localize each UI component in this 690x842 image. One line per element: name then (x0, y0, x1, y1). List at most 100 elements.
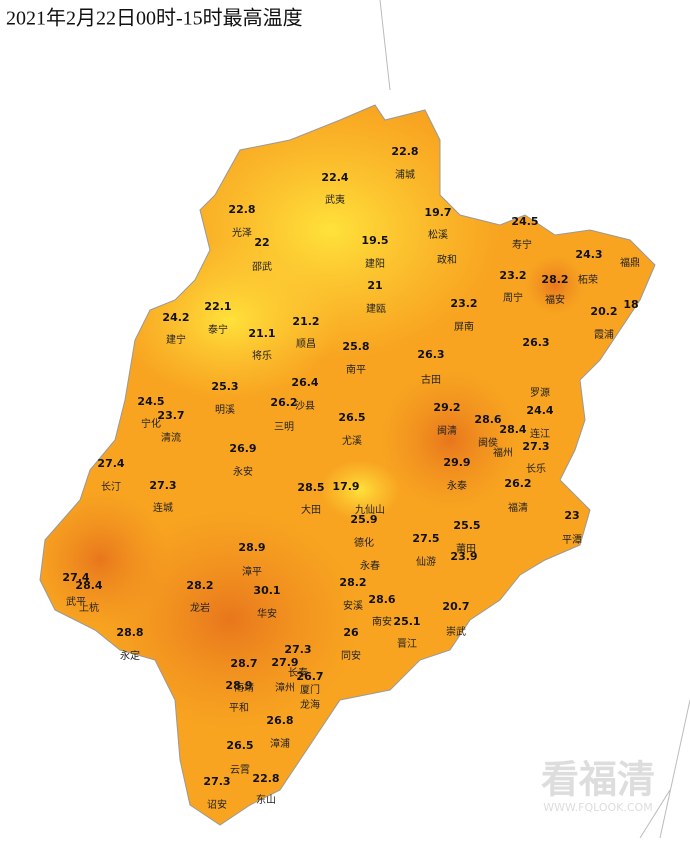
temperature-label: 27.4 (97, 457, 124, 470)
temperature-label: 29.9 (443, 456, 470, 469)
temperature-label: 28.4 (75, 579, 102, 592)
temperature-label: 22.1 (204, 300, 231, 313)
temperature-label: 27.5 (412, 532, 439, 545)
temperature-label: 22.8 (228, 203, 255, 216)
watermark: 看福清 (541, 758, 655, 802)
temperature-label: 18 (623, 298, 638, 311)
temperature-label: 21.2 (292, 315, 319, 328)
temperature-label: 26.5 (338, 411, 365, 424)
place-name: 南平 (346, 363, 366, 376)
temperature-label: 25.5 (453, 519, 480, 532)
temperature-label: 22 (254, 236, 269, 249)
temperature-label: 24.5 (511, 215, 538, 228)
temperature-label: 21 (367, 279, 382, 292)
place-name: 柘荣 (578, 273, 598, 286)
temperature-label: 24.3 (575, 248, 602, 261)
temperature-label: 26.8 (266, 714, 293, 727)
temperature-label: 28.8 (116, 626, 143, 639)
temperature-label: 20.7 (442, 600, 469, 613)
place-name: 东山 (256, 793, 276, 806)
place-name: 南靖 (234, 681, 254, 694)
temperature-label: 28.2 (541, 273, 568, 286)
place-name: 邵武 (252, 260, 272, 273)
place-name: 平潭 (562, 534, 582, 546)
place-name: 安溪 (343, 599, 363, 612)
temperature-label: 23.9 (450, 550, 477, 563)
temperature-label: 26 (343, 626, 359, 639)
place-name: 福清 (508, 501, 528, 514)
place-name: 建阳 (365, 257, 385, 270)
watermark-url: WWW.FQLOOK.COM (543, 801, 652, 814)
temperature-label: 25.3 (211, 380, 238, 393)
place-name: 闽清 (437, 424, 457, 437)
place-name: 周宁 (503, 291, 523, 304)
place-name: 龙岩 (190, 601, 210, 614)
place-name: 漳浦 (270, 737, 290, 750)
temperature-label: 27.3 (522, 440, 549, 453)
place-name: 闽侯 (478, 436, 498, 449)
temperature-label: 27.3 (203, 775, 230, 788)
place-name: 龙海 (300, 698, 320, 711)
temperature-label: 28.2 (339, 576, 366, 589)
outer-border (379, 0, 690, 839)
place-name: 诏安 (207, 798, 227, 811)
place-name: 霞浦 (594, 328, 614, 341)
place-name: 光泽 (232, 226, 252, 239)
temperature-label: 28.9 (225, 679, 252, 692)
temperature-label: 23.2 (499, 269, 526, 282)
temperature-label: 24.4 (526, 404, 553, 417)
temperature-label: 25.8 (342, 340, 369, 353)
temperature-label: 26.5 (226, 739, 253, 752)
temperature-label: 28.5 (297, 481, 324, 494)
place-name: 九仙山 (355, 503, 385, 516)
place-name: 莆田 (456, 542, 476, 555)
temperature-label: 28.7 (230, 657, 257, 670)
temperature-label: 22.8 (391, 145, 418, 158)
temperature-label: 23.2 (450, 297, 477, 310)
temperature-label: 21.1 (248, 327, 275, 340)
temperature-label: 28.2 (186, 579, 213, 592)
place-name: 建瓯 (366, 302, 386, 315)
place-name: 武平 (66, 595, 86, 608)
place-name: 沙县 (295, 400, 315, 412)
place-name: 福鼎 (620, 256, 640, 269)
temperature-label: 25.1 (393, 615, 420, 628)
temperature-label: 27.9 (271, 656, 298, 669)
place-name: 上杭 (79, 601, 99, 614)
map-title: 2021年2月22日00时-15时最高温度 (6, 7, 303, 30)
temperature-label: 24.2 (162, 311, 189, 324)
place-name: 屏南 (454, 320, 474, 333)
temperature-label: 17.9 (332, 480, 359, 493)
place-name: 长泰 (288, 666, 308, 679)
temperature-label: 26.7 (296, 670, 323, 683)
place-name: 政和 (437, 253, 457, 266)
place-name: 崇武 (446, 625, 466, 638)
temperature-label: 26.2 (504, 477, 531, 490)
place-name: 德化 (354, 536, 374, 549)
place-name: 清流 (161, 431, 181, 444)
temperature-label: 28.9 (238, 541, 265, 554)
temperature-label: 28.6 (474, 413, 501, 426)
place-name: 松溪 (428, 228, 448, 241)
place-name: 罗源 (530, 386, 550, 399)
place-name: 宁化 (141, 417, 161, 430)
temperature-label: 27.3 (149, 479, 176, 492)
temperature-label: 22.8 (252, 772, 279, 785)
place-name: 南安 (372, 615, 392, 628)
temperature-label: 30.1 (253, 584, 280, 597)
place-name: 永泰 (447, 479, 467, 492)
place-name: 永安 (233, 465, 253, 478)
temperature-label: 23.7 (157, 409, 184, 422)
place-name: 明溪 (215, 404, 235, 416)
place-name: 古田 (421, 373, 441, 386)
temperature-label: 28.4 (499, 423, 526, 436)
temperature-label: 26.4 (291, 376, 318, 389)
temperature-label: 28.6 (368, 593, 395, 606)
temperature-label: 20.2 (590, 305, 617, 318)
place-name: 厦门 (300, 683, 320, 696)
temperature-label: 27.3 (284, 643, 311, 656)
temperature-label: 26.3 (417, 348, 444, 361)
place-name: 福安 (545, 293, 565, 306)
place-name: 云霄 (230, 764, 250, 776)
